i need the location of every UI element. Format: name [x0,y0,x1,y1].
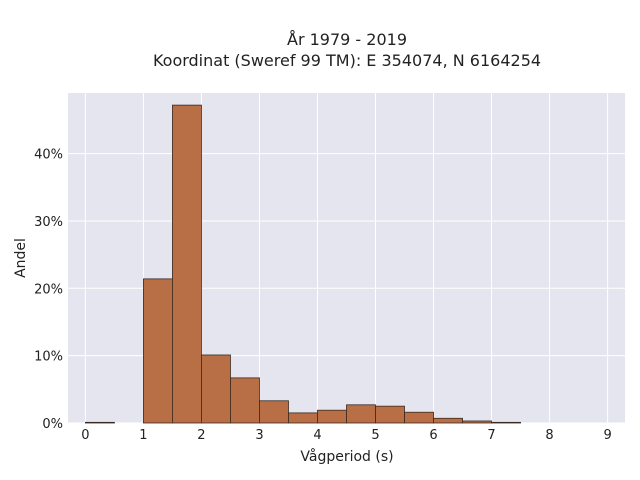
x-tick-label-8: 8 [545,428,553,443]
histogram-bar-13 [462,420,492,424]
histogram-bar-3 [172,104,202,424]
x-tick-label-0: 0 [81,428,89,443]
bars [85,104,521,424]
y-tick-label-3: 30% [34,215,63,230]
x-axis-ticks: 0 1 2 3 4 5 6 7 8 9 [81,428,611,443]
y-axis-ticks: 0% 10% 20% 30% 40% [34,148,63,432]
histogram-bar-6 [259,400,289,424]
x-tick-label-7: 7 [487,428,495,443]
y-tick-label-4: 40% [34,148,63,163]
y-tick-label-1: 10% [34,350,63,365]
histogram-bar-11 [404,411,434,424]
x-tick-label-1: 1 [139,428,147,443]
histogram-bar-9 [346,404,376,424]
y-tick-label-2: 20% [34,282,63,297]
x-tick-label-3: 3 [255,428,263,443]
histogram-bar-10 [375,405,405,424]
x-tick-label-2: 2 [197,428,205,443]
x-tick-label-4: 4 [313,428,321,443]
histogram-bar-8 [317,409,347,424]
x-tick-label-9: 9 [603,428,611,443]
chart-title: År 1979 - 2019 [287,30,407,49]
histogram-bar-2 [143,278,173,424]
x-tick-label-5: 5 [371,428,379,443]
y-tick-label-0: 0% [42,417,63,432]
histogram-bar-4 [201,354,231,424]
histogram-bar-5 [230,377,260,424]
histogram-bar-12 [433,417,463,424]
x-axis-label: Vågperiod (s) [300,448,393,465]
x-tick-label-6: 6 [429,428,437,443]
histogram-bar-7 [288,412,318,424]
y-axis-label: Andel [13,238,29,278]
histogram-bar-0 [85,421,115,424]
histogram-bar-14 [491,421,521,424]
chart-subtitle: Koordinat (Sweref 99 TM): E 354074, N 61… [153,51,541,70]
